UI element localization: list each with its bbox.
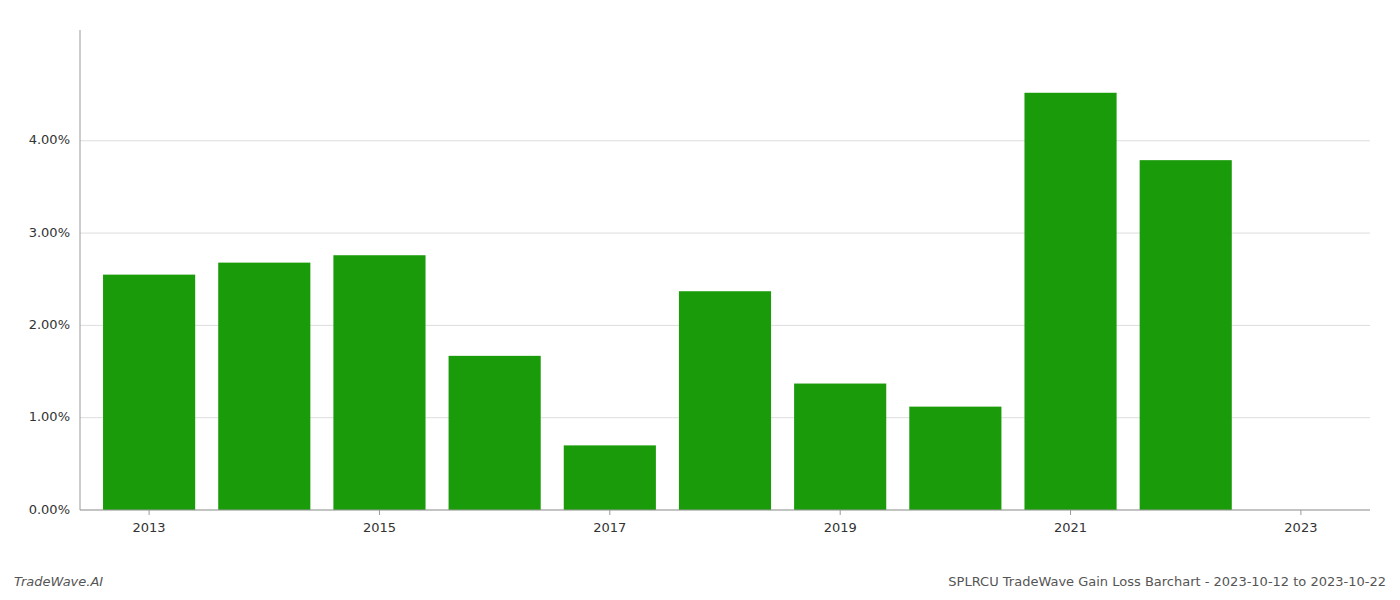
bar (794, 384, 886, 510)
y-tick-label: 2.00% (29, 317, 70, 332)
bar (679, 291, 771, 510)
bar (1024, 93, 1116, 510)
x-tick (609, 510, 610, 515)
bar (218, 263, 310, 510)
x-tick-label: 2015 (363, 520, 396, 535)
y-axis-line (80, 30, 81, 510)
y-tick-label: 1.00% (29, 409, 70, 424)
chart-container: 0.00%1.00%2.00%3.00%4.00%201320152017201… (0, 0, 1400, 600)
bar (333, 255, 425, 510)
x-tick-label: 2019 (824, 520, 857, 535)
x-tick (1070, 510, 1071, 515)
bar (103, 275, 195, 510)
x-tick (840, 510, 841, 515)
x-tick-label: 2021 (1054, 520, 1087, 535)
bar (449, 356, 541, 510)
x-tick (379, 510, 380, 515)
y-tick-labels: 0.00% 1.00% 2.00% 3.00% 4.00% (29, 132, 70, 516)
bar (564, 445, 656, 510)
x-axis-line (80, 510, 1370, 511)
title: SPLRCU TradeWave Gain Loss Barchart - 20… (948, 574, 1386, 589)
y-tick-label: 0.00% (29, 502, 70, 517)
x-tick (1300, 510, 1301, 515)
grid-line (80, 140, 1370, 141)
bars (103, 93, 1232, 510)
grid-line (80, 510, 1370, 511)
y-tick-label: 3.00% (29, 225, 70, 240)
watermark: TradeWave.AI (14, 574, 103, 589)
y-grid (80, 141, 1370, 510)
x-ticks: 2013 2015 2017 2019 2021 2023 (133, 510, 1318, 535)
y-tick-label: 4.00% (29, 132, 70, 147)
bar (1140, 160, 1232, 510)
x-tick-label: 2017 (593, 520, 626, 535)
x-tick (149, 510, 150, 515)
chart: 0.00%1.00%2.00%3.00%4.00%201320152017201… (0, 0, 1400, 600)
x-tick-label: 2023 (1284, 520, 1317, 535)
x-tick-label: 2013 (133, 520, 166, 535)
bar (909, 407, 1001, 510)
